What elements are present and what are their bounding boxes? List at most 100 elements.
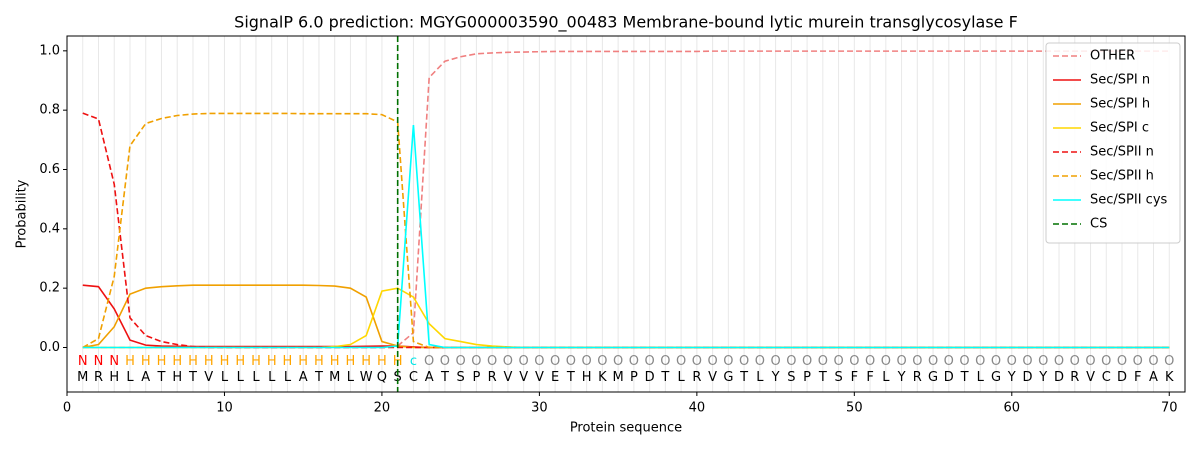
residue-label: H bbox=[235, 354, 245, 369]
y-tick-label: 0.6 bbox=[39, 162, 60, 177]
residue: Y bbox=[771, 370, 780, 385]
residue: A bbox=[425, 370, 434, 385]
residue: R bbox=[488, 370, 497, 385]
residue: W bbox=[360, 370, 373, 385]
legend-label: Sec/SPII cys bbox=[1090, 193, 1168, 208]
residue-label: O bbox=[503, 354, 513, 369]
residue-label: O bbox=[440, 354, 450, 369]
x-tick-label: 30 bbox=[531, 401, 548, 416]
residue: L bbox=[284, 370, 292, 385]
residue-label: O bbox=[865, 354, 875, 369]
residue-label: O bbox=[456, 354, 466, 369]
legend-label: Sec/SPI n bbox=[1090, 73, 1150, 88]
series-line bbox=[82, 50, 1170, 349]
residue: D bbox=[645, 370, 655, 385]
x-tick-label: 0 bbox=[63, 401, 71, 416]
residue: L bbox=[347, 370, 355, 385]
residue-label: O bbox=[645, 354, 655, 369]
residue: M bbox=[613, 370, 624, 385]
residue-label: H bbox=[125, 354, 135, 369]
residue: T bbox=[440, 370, 449, 385]
residue: A bbox=[299, 370, 308, 385]
residue: Y bbox=[1007, 370, 1016, 385]
residue: D bbox=[1117, 370, 1127, 385]
x-axis-label: Protein sequence bbox=[570, 421, 682, 436]
y-tick-label: 0.8 bbox=[39, 103, 60, 118]
residue-label: O bbox=[944, 354, 954, 369]
residue-label: O bbox=[770, 354, 780, 369]
residue-label: H bbox=[172, 354, 182, 369]
residue: M bbox=[77, 370, 88, 385]
residue-label: N bbox=[78, 354, 88, 369]
residue: T bbox=[660, 370, 669, 385]
residue-label: H bbox=[314, 354, 324, 369]
residue: A bbox=[1149, 370, 1158, 385]
residue: G bbox=[991, 370, 1001, 385]
residue: R bbox=[692, 370, 701, 385]
residue-label: O bbox=[629, 354, 639, 369]
residue: S bbox=[457, 370, 465, 385]
y-tick-label: 0.0 bbox=[39, 340, 60, 355]
residue: Q bbox=[377, 370, 387, 385]
residue-label: N bbox=[109, 354, 119, 369]
residue-label: N bbox=[94, 354, 104, 369]
residue: D bbox=[944, 370, 954, 385]
residue-label: O bbox=[1133, 354, 1143, 369]
residue: P bbox=[472, 370, 480, 385]
x-tick-label: 60 bbox=[1004, 401, 1021, 416]
legend-label: OTHER bbox=[1090, 49, 1135, 64]
residue: L bbox=[237, 370, 245, 385]
residue: D bbox=[1023, 370, 1033, 385]
residue-label: O bbox=[991, 354, 1001, 369]
series-line bbox=[82, 112, 1170, 349]
x-tick-label: 70 bbox=[1161, 401, 1178, 416]
chart-title: SignalP 6.0 prediction: MGYG000003590_00… bbox=[234, 13, 1018, 33]
residue: Y bbox=[1038, 370, 1047, 385]
residue-label: O bbox=[755, 354, 765, 369]
legend-label: CS bbox=[1090, 217, 1107, 232]
plot-frame bbox=[66, 35, 1186, 393]
series-line bbox=[82, 287, 1170, 349]
residue-label: O bbox=[1085, 354, 1095, 369]
residue-label: O bbox=[1054, 354, 1064, 369]
residue: G bbox=[928, 370, 938, 385]
residue: L bbox=[268, 370, 276, 385]
residue-label: H bbox=[141, 354, 151, 369]
legend-label: Sec/SPII n bbox=[1090, 145, 1154, 160]
legend-label: Sec/SPI h bbox=[1090, 97, 1150, 112]
residue-label: O bbox=[802, 354, 812, 369]
residue-label: O bbox=[550, 354, 560, 369]
residue-label: O bbox=[849, 354, 859, 369]
residue: C bbox=[1102, 370, 1111, 385]
residue-label: O bbox=[613, 354, 623, 369]
residue-label: O bbox=[582, 354, 592, 369]
residue: V bbox=[503, 370, 512, 385]
residue-label: H bbox=[267, 354, 277, 369]
residue-label: O bbox=[1148, 354, 1158, 369]
residue: F bbox=[1134, 370, 1141, 385]
residue-label: O bbox=[676, 354, 686, 369]
residue: L bbox=[677, 370, 685, 385]
residue-label: O bbox=[660, 354, 670, 369]
residue: R bbox=[94, 370, 103, 385]
legend-label: Sec/SPII h bbox=[1090, 169, 1154, 184]
residue-label: O bbox=[1007, 354, 1017, 369]
residue-label: O bbox=[786, 354, 796, 369]
residue: V bbox=[519, 370, 528, 385]
residue: E bbox=[551, 370, 559, 385]
residue: V bbox=[535, 370, 544, 385]
residue: H bbox=[109, 370, 119, 385]
residue-label: O bbox=[959, 354, 969, 369]
residue-label: O bbox=[424, 354, 434, 369]
legend-box bbox=[1045, 42, 1181, 244]
residue: P bbox=[630, 370, 638, 385]
residue-label: H bbox=[204, 354, 214, 369]
residue-label: O bbox=[1022, 354, 1032, 369]
residue-label: O bbox=[912, 354, 922, 369]
residue-label: O bbox=[818, 354, 828, 369]
residue-label: O bbox=[471, 354, 481, 369]
legend-label: Sec/SPI c bbox=[1090, 121, 1149, 136]
residue-label: H bbox=[298, 354, 308, 369]
residue-label: H bbox=[220, 354, 230, 369]
residue-label: O bbox=[833, 354, 843, 369]
